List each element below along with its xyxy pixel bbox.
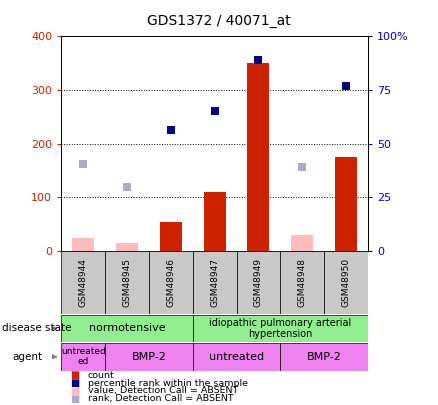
Bar bbox=[193, 343, 280, 371]
Bar bbox=[291, 235, 313, 251]
Text: BMP-2: BMP-2 bbox=[131, 352, 166, 362]
Text: count: count bbox=[88, 371, 114, 380]
Text: rank, Detection Call = ABSENT: rank, Detection Call = ABSENT bbox=[88, 394, 233, 403]
Bar bbox=[160, 222, 182, 251]
Text: ■: ■ bbox=[70, 394, 79, 403]
Bar bbox=[204, 192, 226, 251]
Text: percentile rank within the sample: percentile rank within the sample bbox=[88, 379, 247, 388]
Bar bbox=[247, 63, 269, 251]
Text: idiopathic pulmonary arterial
hypertension: idiopathic pulmonary arterial hypertensi… bbox=[209, 318, 351, 339]
Bar bbox=[61, 251, 105, 314]
Bar bbox=[61, 315, 193, 342]
Text: normotensive: normotensive bbox=[89, 324, 165, 333]
Bar bbox=[280, 343, 368, 371]
Text: GSM48949: GSM48949 bbox=[254, 258, 263, 307]
Text: ■: ■ bbox=[70, 378, 79, 388]
Text: GSM48948: GSM48948 bbox=[298, 258, 307, 307]
Text: GDS1372 / 40071_at: GDS1372 / 40071_at bbox=[147, 14, 291, 28]
Text: ■: ■ bbox=[70, 386, 79, 396]
Bar bbox=[61, 343, 105, 371]
Text: value, Detection Call = ABSENT: value, Detection Call = ABSENT bbox=[88, 386, 238, 395]
Bar bbox=[193, 315, 368, 342]
Text: untreated
ed: untreated ed bbox=[61, 347, 106, 366]
Text: disease state: disease state bbox=[2, 324, 72, 333]
Bar bbox=[280, 251, 324, 314]
Text: agent: agent bbox=[12, 352, 42, 362]
Text: ■: ■ bbox=[70, 371, 79, 380]
Bar bbox=[335, 157, 357, 251]
Text: untreated: untreated bbox=[209, 352, 264, 362]
Bar bbox=[324, 251, 368, 314]
Bar bbox=[116, 243, 138, 251]
Text: GSM48945: GSM48945 bbox=[123, 258, 131, 307]
Bar bbox=[193, 251, 237, 314]
Text: GSM48946: GSM48946 bbox=[166, 258, 175, 307]
Bar bbox=[149, 251, 193, 314]
Text: GSM48947: GSM48947 bbox=[210, 258, 219, 307]
Bar bbox=[237, 251, 280, 314]
Text: GSM48944: GSM48944 bbox=[79, 258, 88, 307]
Bar bbox=[105, 343, 193, 371]
Text: BMP-2: BMP-2 bbox=[307, 352, 342, 362]
Bar bbox=[105, 251, 149, 314]
Text: GSM48950: GSM48950 bbox=[342, 258, 350, 307]
Bar bbox=[72, 238, 94, 251]
